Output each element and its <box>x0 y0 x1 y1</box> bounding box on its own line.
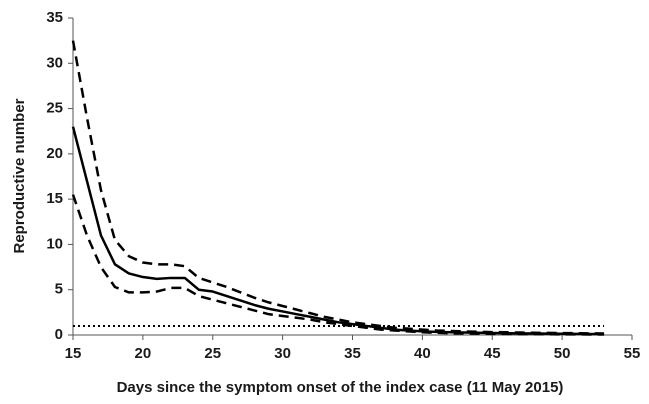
x-tick-label: 40 <box>414 345 431 362</box>
x-tick-label: 50 <box>554 345 571 362</box>
y-axis-title: Reproductive number <box>11 98 28 253</box>
line-series <box>71 40 605 335</box>
y-tick-label: 15 <box>46 190 63 207</box>
y-tick-label: 0 <box>55 326 63 343</box>
y-tick-label: 25 <box>46 100 63 117</box>
line-series <box>71 126 605 336</box>
x-axis-title: Days since the symptom onset of the inde… <box>117 379 564 396</box>
x-tick-label: 30 <box>274 345 291 362</box>
x-tick-label: 25 <box>204 345 221 362</box>
y-tick-label: 30 <box>46 54 63 71</box>
y-tick-label: 10 <box>46 235 63 252</box>
x-tick-label: 15 <box>65 345 82 362</box>
line-series <box>71 194 605 336</box>
x-tick-label: 20 <box>135 345 152 362</box>
x-tick-label: 35 <box>344 345 361 362</box>
y-tick-label: 35 <box>46 9 63 26</box>
y-tick-label: 20 <box>46 145 63 162</box>
y-tick-label: 5 <box>55 281 63 298</box>
x-tick-label: 45 <box>484 345 501 362</box>
x-tick-label: 55 <box>624 345 641 362</box>
